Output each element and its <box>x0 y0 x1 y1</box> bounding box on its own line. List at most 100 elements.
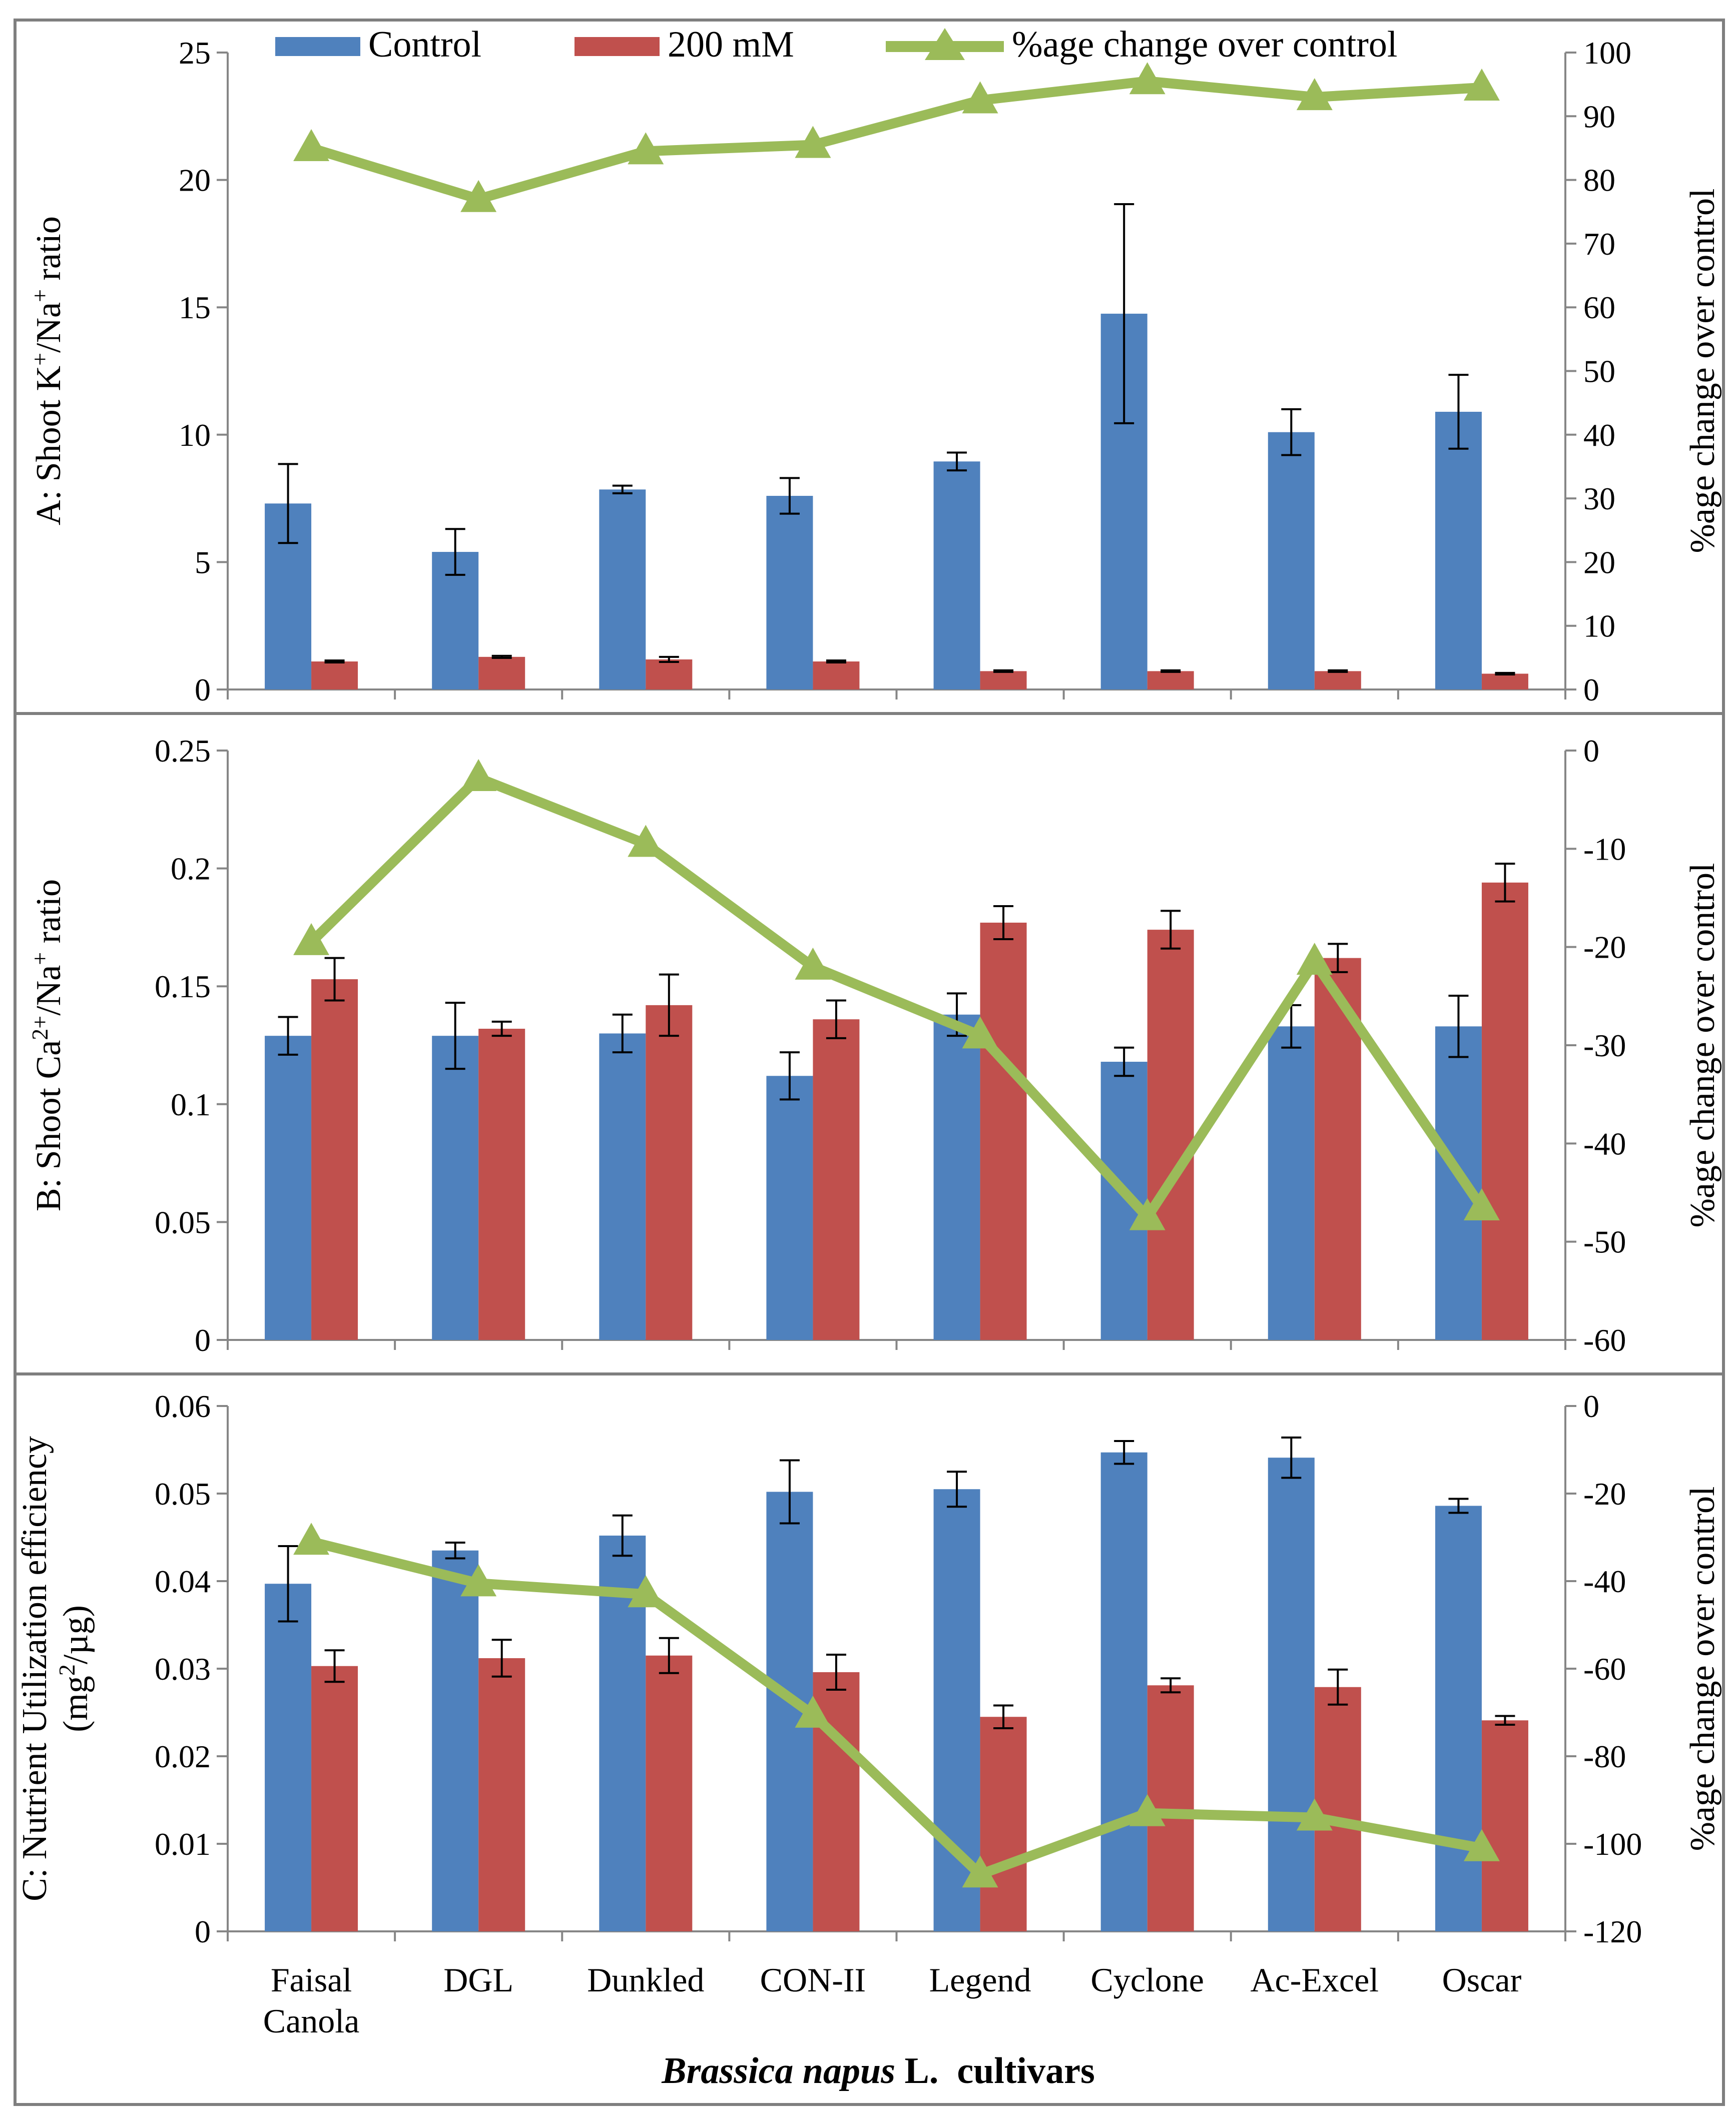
right-tick-label: -10 <box>1583 831 1626 867</box>
right-tick-label: 50 <box>1583 354 1615 389</box>
control-bar <box>933 1014 980 1340</box>
change-series-marker <box>795 1695 831 1728</box>
control-bar <box>265 1584 312 1931</box>
treatment-bar <box>980 922 1027 1340</box>
right-tick-label: 0 <box>1583 733 1599 769</box>
y2-axis-label: %age change over control <box>1683 863 1722 1228</box>
change-series-line <box>310 76 1482 204</box>
treatment-bar <box>813 1019 860 1340</box>
y-axis-label: A: Shoot K+/Na+ ratio <box>27 216 69 525</box>
x-tick-label: Faisal <box>271 1961 352 1999</box>
left-tick-label: 10 <box>179 417 211 453</box>
right-tick-label: -100 <box>1583 1826 1642 1862</box>
control-bar <box>265 1036 312 1340</box>
change-series-marker <box>1463 1188 1500 1220</box>
change-series-marker <box>1296 943 1333 975</box>
left-tick-label: 0 <box>195 672 211 708</box>
y2-axis-label: %age change over control <box>1683 189 1722 553</box>
legend-change-label: %age change over control <box>1012 24 1397 65</box>
legend-treatment-swatch <box>574 37 660 56</box>
left-tick-label: 0.25 <box>155 733 211 769</box>
right-tick-label: 30 <box>1583 481 1615 516</box>
y-axis-label-part: (mg <box>57 1676 95 1732</box>
treatment-bar <box>646 1005 693 1340</box>
right-tick-label: 20 <box>1583 544 1615 580</box>
change-series-line <box>308 773 1486 1222</box>
treatment-bar <box>1314 671 1361 689</box>
right-tick-label: 100 <box>1583 35 1631 71</box>
treatment-bar <box>813 661 860 689</box>
right-tick-label: 60 <box>1583 290 1615 325</box>
legend-control-swatch <box>275 37 360 56</box>
control-bar <box>766 1076 813 1340</box>
change-series-marker <box>962 1855 998 1888</box>
treatment-bar <box>311 1666 358 1931</box>
control-bar <box>432 1550 479 1931</box>
change-series-marker <box>795 947 831 980</box>
y-axis-label-part: /Na <box>30 965 68 1016</box>
left-tick-label: 0.05 <box>155 1204 211 1240</box>
y-axis-label-part: /Na <box>30 302 68 353</box>
right-tick-label: -120 <box>1583 1914 1642 1949</box>
change-series-marker <box>460 759 497 791</box>
control-bar <box>1100 1452 1147 1931</box>
right-tick-label: -20 <box>1583 1476 1626 1512</box>
right-tick-label: -40 <box>1583 1564 1626 1599</box>
treatment-bar <box>1481 1720 1528 1931</box>
change-series-marker <box>795 126 831 158</box>
legend: Control 200 mM %age change over control <box>275 24 1397 65</box>
control-bar <box>1435 1026 1482 1340</box>
left-tick-label: 0.06 <box>155 1388 211 1424</box>
x-tick-label: CON-II <box>760 1961 866 1999</box>
change-series-marker <box>1463 69 1500 101</box>
treatment-bar <box>1147 671 1194 689</box>
y-axis-label: B: Shoot Ca2+/Na+ ratio <box>27 879 69 1211</box>
control-bar <box>1268 1458 1315 1931</box>
left-tick-label: 25 <box>179 35 211 71</box>
left-tick-label: 0.2 <box>171 851 211 887</box>
change-series-marker <box>293 923 330 955</box>
right-tick-label: 0 <box>1583 672 1599 708</box>
right-tick-label: -50 <box>1583 1224 1626 1260</box>
y-axis-label-part: /µg) <box>57 1605 95 1664</box>
change-series-marker <box>628 1575 664 1608</box>
change-series-line <box>310 1537 1483 1880</box>
x-tick-label: Canola <box>263 2002 360 2040</box>
left-tick-label: 0 <box>195 1914 211 1949</box>
legend-treatment-label: 200 mM <box>668 24 794 65</box>
control-bar <box>1100 1061 1147 1340</box>
right-tick-label: 10 <box>1583 608 1615 644</box>
y-axis-label-line2: (mg2/µg) <box>54 1605 96 1732</box>
control-bar <box>766 496 813 689</box>
x-tick-label: Legend <box>929 1961 1031 1999</box>
treatment-bar <box>646 659 693 689</box>
x-tick-label: DGL <box>443 1961 513 1999</box>
change-series-marker <box>1129 1198 1166 1230</box>
x-tick-label: Cyclone <box>1090 1961 1204 1999</box>
y2-axis-label: %age change over control <box>1683 1487 1722 1851</box>
treatment-bar <box>311 661 358 689</box>
x-tick-label: Oscar <box>1442 1961 1522 1999</box>
right-tick-label: 70 <box>1583 226 1615 262</box>
right-tick-label: 80 <box>1583 163 1615 198</box>
panel-c-frame <box>14 1372 1725 2106</box>
left-tick-label: 0.15 <box>155 969 211 1004</box>
right-tick-label: -80 <box>1583 1739 1626 1774</box>
x-tick-label: Dunkled <box>587 1961 704 1999</box>
treatment-bar <box>1314 1687 1361 1931</box>
treatment-bar <box>980 671 1027 689</box>
right-tick-label: -30 <box>1583 1028 1626 1063</box>
change-series-marker <box>293 1523 330 1555</box>
right-tick-label: -20 <box>1583 930 1626 965</box>
change-series-marker <box>460 180 497 212</box>
left-tick-label: 0.01 <box>155 1826 211 1862</box>
control-bar <box>599 489 646 689</box>
left-tick-label: 15 <box>179 290 211 325</box>
left-tick-label: 0.03 <box>155 1651 211 1687</box>
change-series-marker <box>962 81 998 114</box>
y-axis-label-sup: + <box>27 952 53 965</box>
y-axis-label-part: ratio <box>30 879 68 952</box>
treatment-bar <box>1147 930 1194 1340</box>
change-series-marker <box>628 132 664 165</box>
control-bar <box>933 461 980 689</box>
